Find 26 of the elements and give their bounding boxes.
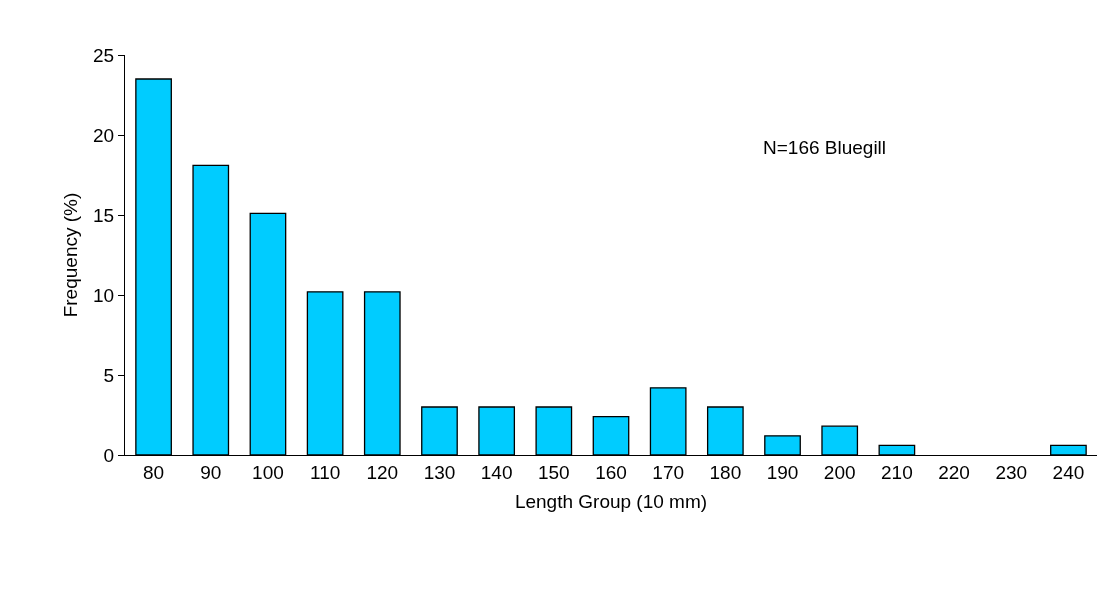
y-tick-label: 10 [93, 284, 115, 306]
x-tick-label: 80 [143, 461, 165, 483]
y-tick-label: 25 [93, 44, 115, 66]
x-tick-label: 180 [709, 461, 742, 483]
x-tick-label: 130 [423, 461, 456, 483]
x-tick-label: 230 [995, 461, 1028, 483]
x-tick-label: 140 [480, 461, 513, 483]
x-tick-label: 190 [766, 461, 799, 483]
y-tick-label: 15 [93, 204, 115, 226]
x-tick-label: 90 [200, 461, 222, 483]
annotation: N=166 Bluegill [763, 137, 887, 158]
x-tick-label: 110 [309, 461, 341, 483]
x-tick-label: 210 [881, 461, 913, 483]
x-tick-label: 100 [252, 461, 284, 483]
x-tick-label: 170 [652, 461, 685, 483]
x-tick-label: 120 [366, 461, 399, 483]
y-tick-label: 0 [103, 444, 115, 466]
x-tick-label: 160 [595, 461, 627, 483]
y-tick-label: 5 [103, 364, 115, 386]
x-tick-label: 240 [1052, 461, 1085, 483]
y-tick-label: 20 [93, 124, 115, 146]
x-tick-label: 200 [823, 461, 856, 483]
x-tick-label: 220 [938, 461, 970, 483]
x-tick-label: 150 [537, 461, 570, 483]
x-axis-title: Length Group (10 mm) [514, 490, 708, 512]
y-axis-title: Frequency (%) [59, 192, 81, 318]
